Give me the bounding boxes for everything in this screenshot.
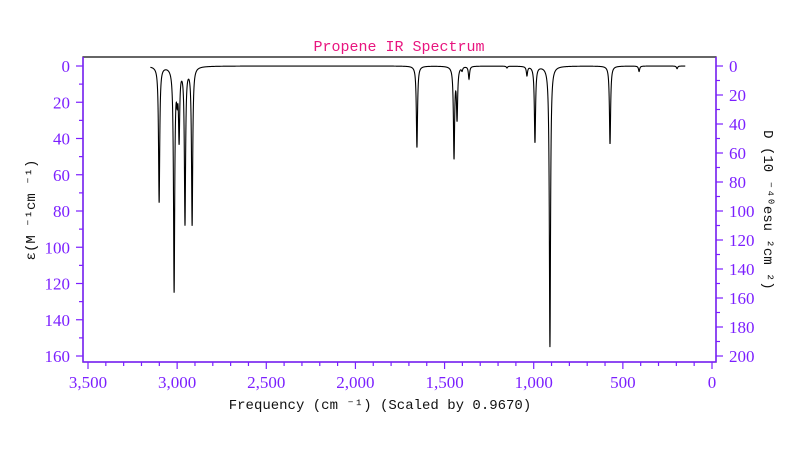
y-tick-label-left: 40	[53, 130, 70, 149]
x-tick-label: 2,500	[247, 373, 285, 392]
y-tick-label-right: 200	[729, 347, 755, 366]
y-tick-label-left: 120	[45, 275, 71, 294]
y-axis-title-left: ε(M ⁻¹cm ⁻¹)	[24, 160, 40, 261]
x-tick-label: 2,000	[336, 373, 374, 392]
chart-title: Propene IR Spectrum	[313, 39, 484, 56]
x-axis-title: Frequency (cm ⁻¹) (Scaled by 0.9670)	[229, 398, 531, 414]
y-tick-label-left: 80	[53, 202, 70, 221]
y-tick-label-left: 140	[45, 311, 71, 330]
x-tick-label: 1,500	[425, 373, 463, 392]
y-tick-label-right: 60	[729, 144, 746, 163]
y-axis-title-right: D (10 ⁻⁴⁰esu ²cm ²)	[759, 130, 775, 290]
x-tick-label: 1,000	[515, 373, 553, 392]
y-tick-label-left: 20	[53, 93, 70, 112]
x-tick-label: 500	[610, 373, 636, 392]
y-tick-label-left: 60	[53, 166, 70, 185]
y-tick-label-right: 20	[729, 86, 746, 105]
y-tick-label-left: 0	[62, 57, 71, 76]
y-tick-label-right: 0	[729, 57, 738, 76]
y-tick-label-right: 100	[729, 202, 755, 221]
spectrum-line	[150, 65, 686, 348]
y-tick-label-right: 40	[729, 115, 746, 134]
plot-frame	[82, 56, 717, 363]
x-tick-label: 0	[708, 373, 717, 392]
y-tick-label-right: 160	[729, 289, 755, 308]
x-tick-label: 3,500	[69, 373, 107, 392]
y-tick-label-left: 100	[45, 238, 71, 257]
y-tick-label-right: 120	[729, 231, 755, 250]
x-tick-label: 3,000	[158, 373, 196, 392]
y-tick-label-left: 160	[45, 347, 71, 366]
y-tick-label-right: 140	[729, 260, 755, 279]
y-tick-label-right: 180	[729, 318, 755, 337]
y-tick-label-right: 80	[729, 173, 746, 192]
